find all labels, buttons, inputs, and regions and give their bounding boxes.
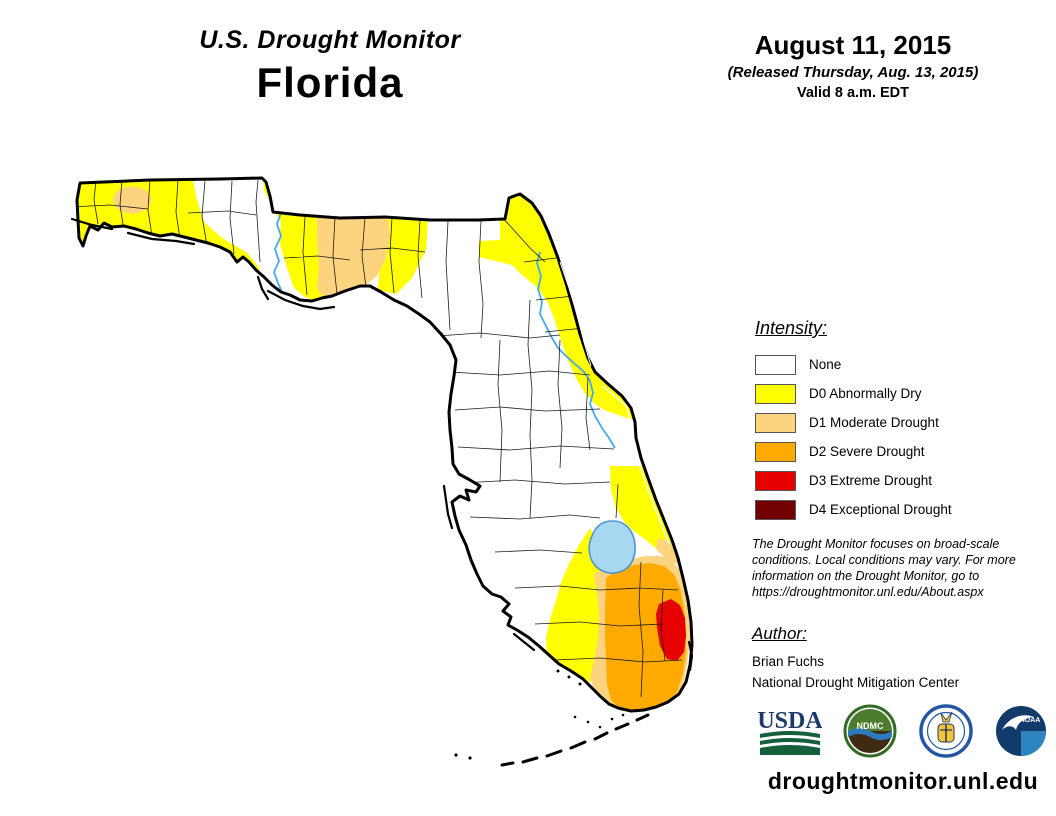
- d0-region-treasure-coast: [610, 466, 681, 562]
- legend-item-d3: D3 Extreme Drought: [755, 466, 1055, 495]
- d0-region-northeast-coast: [479, 194, 636, 420]
- legend-label: D0 Abnormally Dry: [809, 386, 922, 401]
- swatch-d2: [755, 441, 796, 462]
- usda-logo: USDA: [757, 706, 823, 761]
- ndmc-logo-text: NDMC: [857, 721, 884, 731]
- legend-label: D2 Severe Drought: [809, 444, 925, 459]
- author-org: National Drought Mitigation Center: [752, 675, 960, 690]
- swatch-none: [755, 354, 796, 375]
- county-lines: [77, 178, 683, 698]
- legend-label: D4 Exceptional Drought: [809, 502, 952, 517]
- noaa-logo: NOAA: [994, 704, 1048, 763]
- date-block: August 11, 2015 (Released Thursday, Aug.…: [700, 30, 1006, 101]
- author-block: Author: Brian Fuchs National Drought Mit…: [752, 624, 1052, 690]
- legend-label: D3 Extreme Drought: [809, 473, 933, 488]
- intensity-legend: Intensity: None D0 Abnormally Dry D1 Mod…: [755, 318, 1055, 524]
- legend-item-d4: D4 Exceptional Drought: [755, 495, 1055, 524]
- region-title: Florida: [256, 59, 404, 106]
- title-block: U.S. Drought Monitor Florida: [130, 26, 530, 107]
- florida-keys: [500, 713, 650, 767]
- ndmc-logo: NDMC: [843, 704, 897, 763]
- florida-state-outline: [75, 176, 694, 713]
- swatch-d0: [755, 383, 796, 404]
- d0-region-east-panhandle-band: [378, 215, 428, 294]
- florida-land: [77, 178, 692, 711]
- usda-logo-text: USDA: [758, 708, 822, 734]
- lake-okeechobee: [588, 520, 636, 574]
- map-date: August 11, 2015: [754, 30, 952, 60]
- matanzas-lagoon-line: [559, 261, 592, 367]
- release-date: (Released Thursday, Aug. 13, 2015): [727, 64, 979, 81]
- legend-item-none: None: [755, 350, 1055, 379]
- legend-heading: Intensity:: [755, 318, 828, 338]
- apalachicola-river: [273, 212, 285, 302]
- legend-label: D1 Moderate Drought: [809, 415, 939, 430]
- legend-label: None: [809, 357, 842, 372]
- valid-time: Valid 8 a.m. EDT: [796, 85, 909, 101]
- agency-logos: USDA NDMC: [757, 703, 1048, 763]
- swatch-d4: [755, 499, 796, 520]
- barrier-islands: [70, 217, 694, 672]
- d2-region-southeast: [605, 563, 686, 711]
- disclaimer-text: The Drought Monitor focuses on broad-sca…: [752, 537, 1016, 599]
- swatch-d3: [755, 470, 796, 491]
- indian-river-lagoon-line: [601, 385, 670, 545]
- legend-item-d2: D2 Severe Drought: [755, 437, 1055, 466]
- small-islands: [454, 669, 625, 760]
- swatch-d1: [755, 412, 796, 433]
- st-johns-river: [536, 251, 616, 449]
- d0-region-lake-west: [546, 528, 606, 684]
- doc-logo: [918, 703, 973, 763]
- author-name: Brian Fuchs: [752, 654, 825, 669]
- author-heading: Author:: [752, 624, 807, 643]
- legend-item-d1: D1 Moderate Drought: [755, 408, 1055, 437]
- page-title: U.S. Drought Monitor: [199, 26, 461, 54]
- legend-item-d0: D0 Abnormally Dry: [755, 379, 1055, 408]
- site-url: droughtmonitor.unl.edu: [767, 768, 1039, 794]
- d1-region-west-panhandle: [113, 186, 151, 214]
- d3-region-gold-coast: [656, 599, 686, 661]
- noaa-logo-text: NOAA: [1020, 717, 1041, 724]
